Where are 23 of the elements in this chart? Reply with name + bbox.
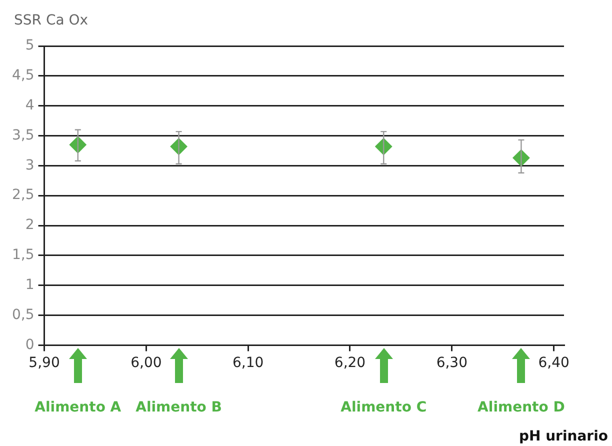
text: Alimento D — [478, 400, 565, 416]
y-tick-label: 4 — [25, 97, 34, 114]
text: Alimento B — [136, 400, 222, 416]
y-tick-label: 0 — [25, 336, 34, 353]
x-tick-label: 5,90 — [28, 355, 60, 372]
y-tick-label: 3,5 — [12, 127, 34, 144]
text: Alimento C — [340, 400, 427, 416]
x-tick-label: 6,40 — [538, 355, 570, 372]
y-tick-label: 2 — [25, 217, 34, 234]
x-tick-label: 6,20 — [334, 355, 366, 372]
x-tick-label: 6,10 — [232, 355, 264, 372]
y-tick-label: 4,5 — [12, 68, 34, 84]
y-tick-label: 5 — [25, 38, 34, 54]
y-tick-label: 1,5 — [12, 247, 34, 264]
x-axis-title: pH urinario — [518, 428, 608, 445]
y-tick-label: 1 — [25, 277, 34, 293]
y-tick-label: 2,5 — [12, 187, 34, 204]
x-tick-label: 6,00 — [130, 355, 162, 372]
y-tick-label: 3 — [25, 157, 34, 174]
x-tick-label: 6,30 — [436, 355, 468, 372]
y-axis-title: SSR Ca Ox — [14, 12, 88, 29]
text: Alimento A — [34, 400, 122, 416]
y-tick-label: 0,5 — [12, 306, 34, 323]
